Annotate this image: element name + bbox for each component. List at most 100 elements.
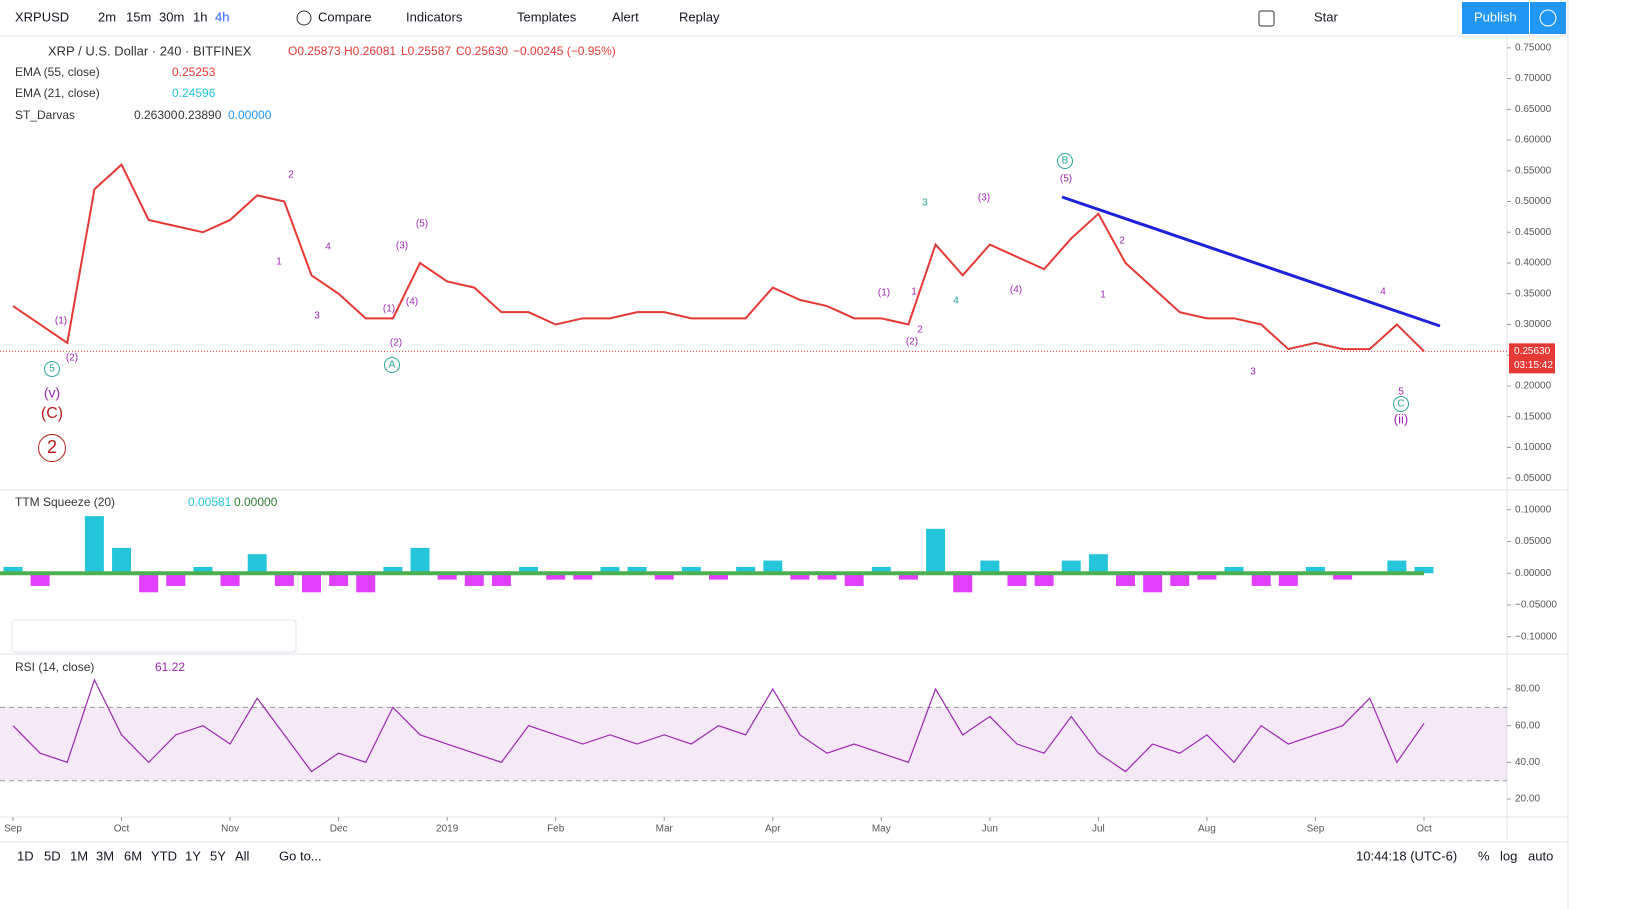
histogram-bar	[926, 528, 946, 574]
wave-label: (ii)	[1394, 411, 1408, 426]
log-button[interactable]: log	[1500, 848, 1517, 863]
wave-label: B	[1062, 156, 1069, 167]
replay-button[interactable]: Replay	[679, 9, 720, 24]
histogram-bar	[1387, 560, 1407, 574]
last-price-box	[1509, 343, 1555, 374]
trendline	[1061, 195, 1441, 328]
y-tick-label: 0.65000	[1515, 104, 1552, 115]
play-icon[interactable]	[1539, 9, 1557, 27]
legend-ema55: EMA (55, close)	[15, 65, 100, 79]
auto-button[interactable]: auto	[1528, 848, 1553, 863]
histogram-bar	[84, 516, 104, 574]
publish-button[interactable]: Publish	[1474, 9, 1517, 24]
x-tick-label: Feb	[547, 824, 565, 835]
annotation-circle	[44, 361, 60, 377]
annotation-circle	[38, 434, 66, 462]
x-tick-label: Sep	[4, 824, 22, 835]
histogram-bar	[627, 566, 647, 574]
legend-ohlc: L0.25587	[401, 44, 451, 58]
x-tick-label: Jun	[982, 824, 998, 835]
histogram-bar	[980, 560, 1000, 574]
interval[interactable]: 30m	[159, 9, 184, 24]
y-tick-label: 0.05000	[1515, 536, 1552, 547]
range-button[interactable]: 6M	[124, 848, 142, 863]
legend-ohlc: O0.25873	[288, 44, 341, 58]
wave-label: (1)	[55, 316, 67, 327]
histogram-bar	[953, 573, 973, 593]
wave-label: (5)	[1060, 174, 1072, 185]
play-bg[interactable]	[1530, 2, 1566, 34]
histogram-bar	[30, 573, 50, 586]
wave-label: (4)	[406, 297, 418, 308]
wave-label: A	[389, 360, 396, 371]
histogram-bar	[546, 573, 566, 580]
histogram-bar	[274, 573, 294, 586]
histogram-bar	[1278, 573, 1298, 586]
histogram-bar	[247, 554, 267, 574]
goto-button[interactable]: Go to...	[279, 848, 322, 863]
histogram-bar	[301, 573, 321, 593]
y-tick-label: 0.15000	[1515, 411, 1552, 422]
x-tick-label: Aug	[1198, 824, 1216, 835]
legend-ema21: EMA (21, close)	[15, 86, 100, 100]
histogram-bar	[1034, 573, 1054, 586]
x-tick-label: May	[872, 824, 891, 835]
histogram-bar	[1414, 566, 1434, 574]
percent-button[interactable]: %	[1478, 848, 1490, 863]
interval[interactable]: 2m	[98, 9, 116, 24]
range-button[interactable]: 1Y	[185, 848, 201, 863]
annotation-circle	[1393, 396, 1409, 412]
histogram-bar	[3, 566, 23, 574]
wave-label: 2	[917, 325, 923, 336]
indicators-button[interactable]: Indicators	[406, 9, 463, 24]
histogram-bar	[1305, 566, 1325, 574]
wave-label: (v)	[44, 385, 60, 401]
wave-label: 3	[922, 198, 928, 209]
range-button[interactable]: All	[235, 848, 250, 863]
clock: 10:44:18 (UTC-6)	[1356, 848, 1457, 863]
histogram-bar	[817, 573, 837, 580]
x-tick-label: Dec	[330, 824, 348, 835]
compare-button[interactable]: Compare	[318, 9, 371, 24]
publish-bg[interactable]	[1462, 2, 1529, 34]
annotation-circle	[1057, 153, 1073, 169]
wave-label: (1)	[878, 288, 890, 299]
wave-label: 3	[1250, 367, 1256, 378]
range-button[interactable]: YTD	[151, 848, 177, 863]
histogram-bar	[844, 573, 864, 586]
interval[interactable]: 15m	[126, 9, 151, 24]
y-tick-label: 0.70000	[1515, 73, 1552, 84]
legend-ohlc: C0.25630	[456, 44, 508, 58]
histogram-bar	[410, 547, 430, 574]
wave-label: (2)	[390, 338, 402, 349]
interval[interactable]: 1h	[193, 9, 207, 24]
legend-title: XRP / U.S. Dollar · 240 · BITFINEX	[48, 43, 252, 58]
symbol[interactable]: XRPUSD	[15, 9, 69, 24]
layout-icon[interactable]	[1258, 10, 1275, 27]
histogram-bar	[1224, 566, 1244, 574]
y-tick-label: 60.00	[1515, 720, 1540, 731]
y-tick-label: 0.45000	[1515, 227, 1552, 238]
histogram-bar	[709, 573, 728, 580]
range-button[interactable]: 1D	[17, 848, 34, 863]
range-button[interactable]: 3M	[96, 848, 114, 863]
range-button[interactable]: 1M	[70, 848, 88, 863]
interval[interactable]: 4h	[215, 9, 229, 24]
legend-value: 61.22	[155, 660, 185, 674]
histogram-bar	[193, 566, 213, 574]
range-button[interactable]: 5D	[44, 848, 61, 863]
alert-button[interactable]: Alert	[612, 9, 639, 24]
countdown: 03:15:42	[1514, 360, 1553, 371]
y-tick-label: 0.00000	[1515, 568, 1552, 579]
histogram-bar	[112, 547, 132, 574]
star-button[interactable]: Star	[1314, 9, 1339, 24]
histogram-bar	[763, 560, 783, 574]
histogram-bar	[1116, 573, 1136, 586]
legend-darvas: ST_Darvas	[15, 108, 75, 122]
rsi-band	[0, 707, 1507, 781]
y-tick-label: −0.10000	[1515, 631, 1557, 642]
legend-value: 0.00000	[234, 495, 278, 509]
templates-button[interactable]: Templates	[517, 9, 577, 24]
range-button[interactable]: 5Y	[210, 848, 226, 863]
